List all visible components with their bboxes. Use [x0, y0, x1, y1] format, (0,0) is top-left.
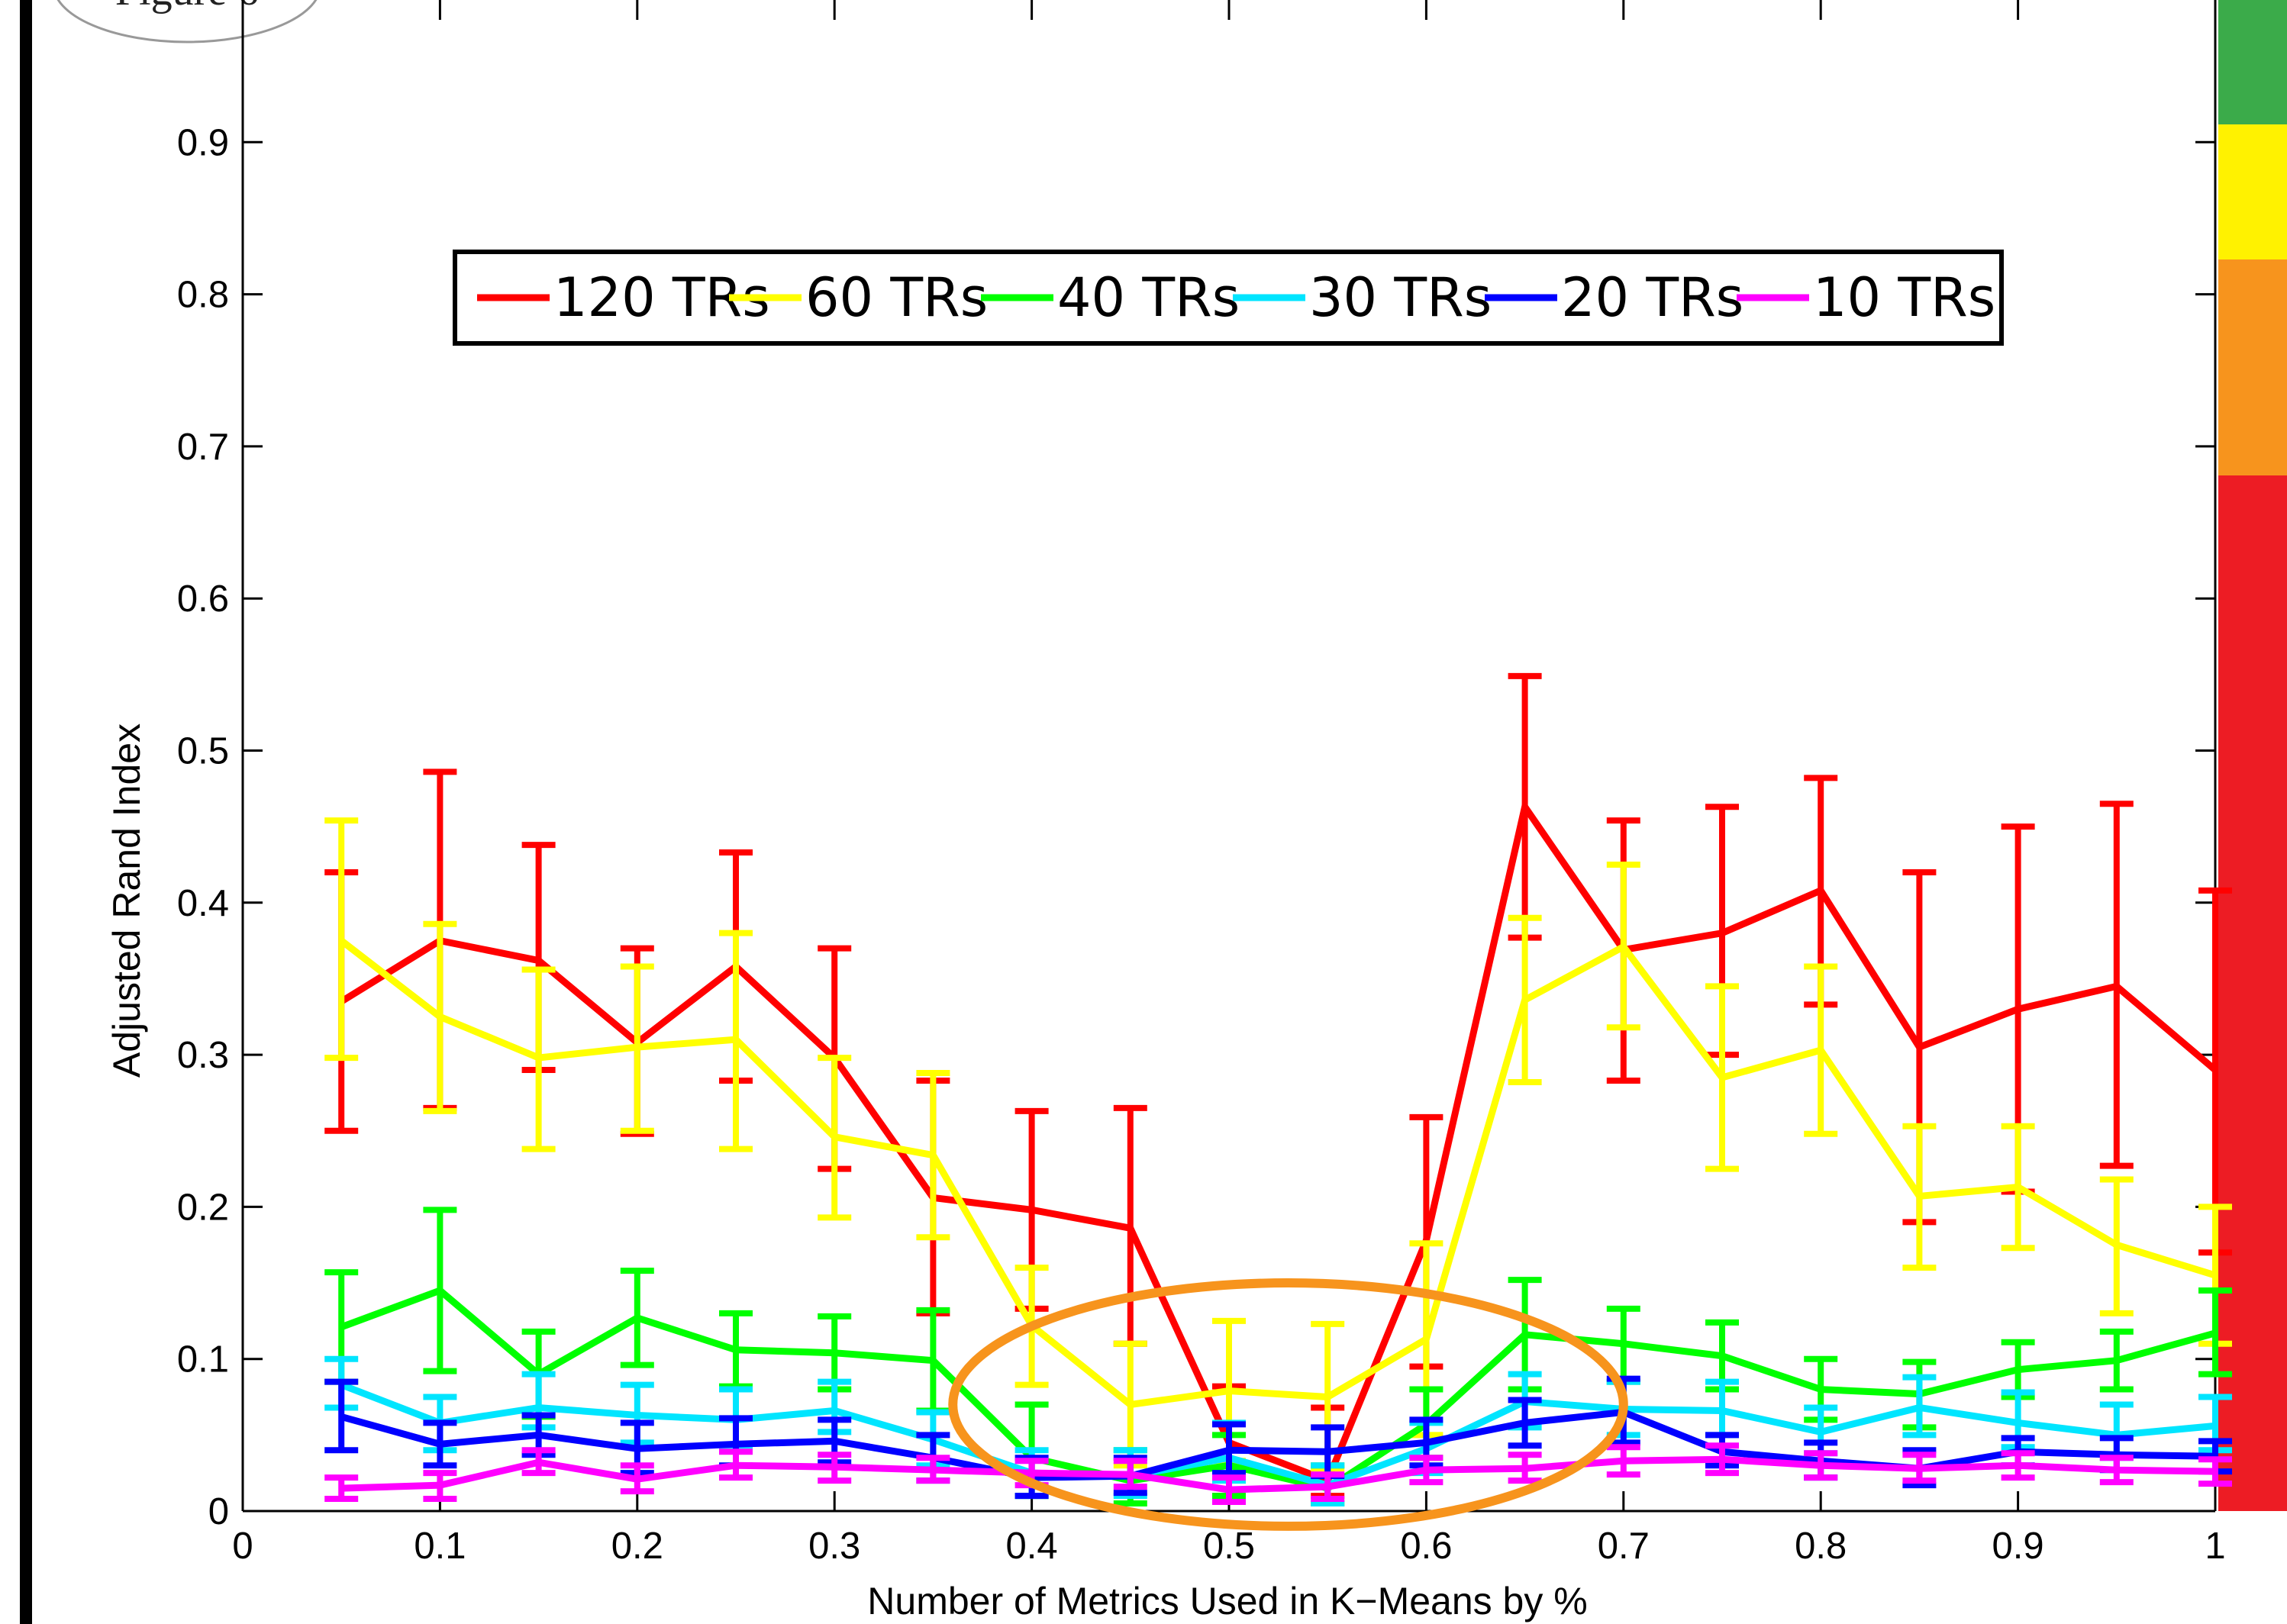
y-tick-label: 0.1 [177, 1339, 229, 1381]
series-line [339, 798, 2218, 1485]
x-tick-label: 0.6 [1400, 1526, 1452, 1567]
x-ticks: 0 0.1 0.2 0.3 0.4 0.5 0.6 0.7 0.8 0.9 1 [232, 0, 2226, 1567]
legend-label: 10 TRs [1813, 266, 1995, 329]
color-stripe [2218, 0, 2287, 1511]
y-tick-label: 0.9 [177, 122, 229, 163]
legend: 120 TRs 60 TRs 40 TRs 30 TRs 20 TRs 10 TRs [453, 250, 2004, 346]
stripe-green [2218, 0, 2287, 124]
y-tick-label: 0.6 [177, 578, 229, 620]
legend-items: 120 TRs 60 TRs 40 TRs 30 TRs 20 TRs 10 TRs [477, 266, 1995, 329]
x-tick-label: 0.8 [1795, 1526, 1847, 1567]
stripe-orange [2218, 259, 2287, 475]
y-tick-label: 0.8 [177, 275, 229, 316]
stripe-yellow [2218, 124, 2287, 259]
series-120-trs [324, 672, 2232, 1500]
plot-area: 0 0.1 0.2 0.3 0.4 0.5 0.6 0.7 0.8 0.9 1 0 0.1 0.2 0.3… [177, 0, 2232, 1567]
series-line [340, 1286, 2217, 1492]
y-tick-label: 0.2 [177, 1187, 229, 1228]
figure-tag-label: Figure 6 [115, 0, 259, 14]
y-tick-label: 0.7 [177, 427, 229, 468]
legend-label: 30 TRs [1309, 266, 1492, 329]
y-axis-title: Adjusted Rand Index [105, 723, 148, 1078]
series-line [339, 938, 2217, 1409]
series-60-trs [324, 817, 2232, 1472]
x-axis-title: Number of Metrics Used in K−Means by % [867, 1580, 1587, 1622]
x-tick-label: 0.3 [808, 1526, 860, 1567]
x-tick-label: 0.4 [1006, 1526, 1058, 1567]
y-tick-label: 0.5 [177, 731, 229, 772]
x-tick-label: 0.9 [1992, 1526, 2044, 1567]
series-layer [324, 672, 2232, 1507]
annotation-layer [948, 1278, 1628, 1531]
left-border [20, 0, 32, 1624]
x-tick-label: 0.1 [414, 1526, 466, 1567]
y-tick-label: 0.3 [177, 1035, 229, 1076]
highlight-ellipse [948, 1278, 1628, 1531]
legend-label: 40 TRs [1057, 266, 1240, 329]
y-tick-label: 0 [208, 1491, 229, 1532]
x-tick-label: 1 [2205, 1526, 2225, 1567]
y-tick-label: 0.4 [177, 883, 229, 924]
x-tick-label: 0.5 [1203, 1526, 1255, 1567]
stripe-red [2218, 475, 2287, 1511]
series-30-trs [324, 1355, 2232, 1507]
series-line [340, 1381, 2216, 1489]
x-tick-label: 0 [232, 1526, 253, 1567]
series-10-trs [324, 1442, 2232, 1506]
legend-label: 60 TRs [805, 266, 988, 329]
y-ticks: 0 0.1 0.2 0.3 0.4 0.5 0.6 0.7 0.8 0.9 [177, 122, 2215, 1532]
x-tick-label: 0.2 [611, 1526, 663, 1567]
x-tick-label: 0.7 [1598, 1526, 1650, 1567]
figure-tag: Figure 6 [56, 0, 318, 44]
series-line [341, 1455, 2216, 1494]
legend-label: 20 TRs [1561, 266, 1743, 329]
